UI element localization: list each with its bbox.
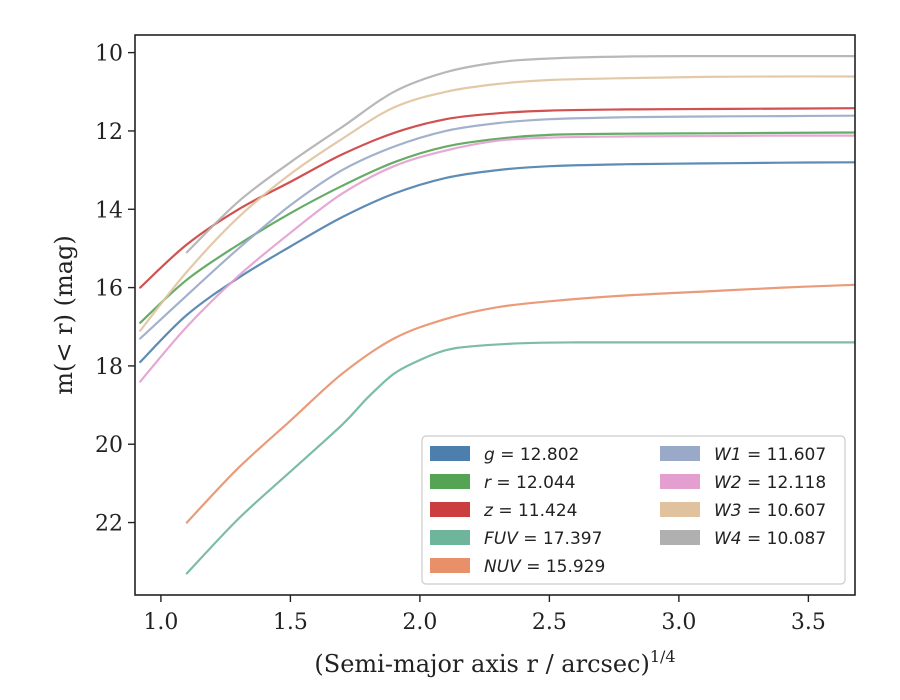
legend-swatch: [430, 530, 470, 545]
y-tick-label: 10: [95, 42, 123, 67]
legend-swatch: [430, 474, 470, 489]
legend-entry-fuv: FUV = 17.397: [430, 529, 602, 549]
legend-label: W3 = 10.607: [714, 501, 826, 521]
y-tick-label: 20: [95, 433, 123, 458]
series-line-r: [139, 131, 855, 324]
series-line-w3: [139, 75, 855, 332]
legend-entry-g: g = 12.802: [430, 445, 579, 465]
legend-swatch: [430, 558, 470, 573]
legend-label: W4 = 10.087: [714, 529, 826, 549]
x-tick-label: 2.0: [402, 610, 437, 635]
legend-swatch: [660, 530, 700, 545]
legend-label: r = 12.044: [484, 473, 576, 493]
legend-swatch: [430, 502, 470, 517]
x-tick-label: 1.0: [143, 610, 178, 635]
legend-entry-r: r = 12.044: [430, 473, 576, 493]
legend-swatch: [430, 446, 470, 461]
y-tick-label: 18: [95, 355, 123, 380]
y-tick-label: 12: [95, 120, 123, 145]
legend-entry-nuv: NUV = 15.929: [430, 557, 605, 577]
x-tick-label: 3.5: [791, 610, 826, 635]
legend-entry-w2: W2 = 12.118: [660, 473, 826, 493]
x-axis-label: (Semi-major axis r / arcsec)1/4: [314, 647, 675, 678]
series-line-g: [139, 161, 855, 364]
y-tick-label: 16: [95, 277, 123, 302]
legend-label: z = 11.424: [483, 501, 577, 521]
y-tick-label: 14: [95, 198, 123, 223]
y-axis-label: m(< r) (mag): [50, 235, 78, 394]
legend-label: NUV = 15.929: [484, 557, 605, 577]
legend-label: W2 = 12.118: [714, 473, 826, 493]
legend-label: g = 12.802: [484, 445, 579, 465]
series-layer: [139, 54, 855, 575]
legend-box: [421, 435, 846, 585]
legend-label: W1 = 11.607: [714, 445, 826, 465]
x-tick-label: 1.5: [273, 610, 308, 635]
legend-entry-w1: W1 = 11.607: [660, 445, 826, 465]
series-line-z: [139, 107, 855, 289]
y-tick-label: 22: [95, 512, 123, 537]
x-tick-label: 3.0: [661, 610, 696, 635]
legend-swatch: [660, 502, 700, 517]
series-line-w4: [185, 54, 855, 254]
ticks-layer: 1.0 1.5 2.0 2.5 3.0 3.5 10 12 14 16 18 20 22: [95, 42, 826, 635]
legend: g = 12.802 r = 12.044 z = 11.424 FUV = 17.3…: [421, 435, 846, 585]
legend-entry-w3: W3 = 10.607: [660, 501, 826, 521]
plot-frame: [134, 34, 856, 596]
legend-entry-z: z = 11.424: [430, 501, 577, 521]
series-line-nuv: [185, 283, 855, 524]
x-tick-label: 2.5: [532, 610, 567, 635]
series-line-w2: [139, 134, 855, 383]
series-line-fuv: [185, 341, 855, 575]
legend-swatch: [660, 474, 700, 489]
legend-label: FUV = 17.397: [484, 529, 602, 549]
series-line-w1: [139, 114, 855, 340]
legend-entry-w4: W4 = 10.087: [660, 529, 826, 549]
legend-swatch: [660, 446, 700, 461]
